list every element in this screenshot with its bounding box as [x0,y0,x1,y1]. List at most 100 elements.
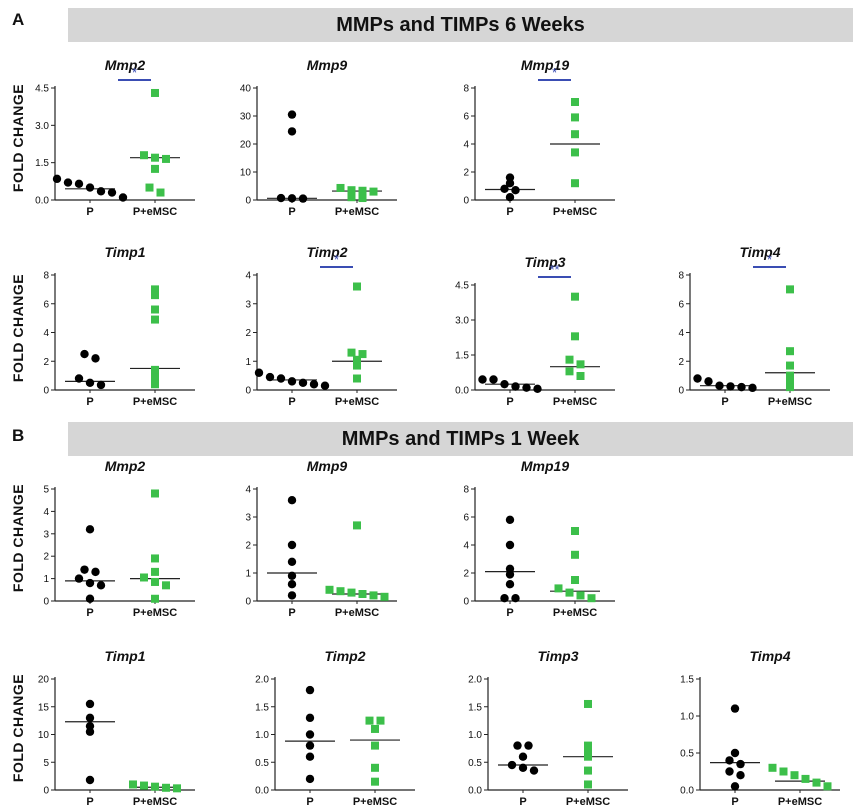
data-point-p-emsc [576,372,585,380]
data-point-p-emsc [151,285,159,294]
data-point-p-emsc [162,154,170,163]
y-tick-label: 2 [463,168,469,179]
data-point-p-emsc [786,383,794,392]
y-tick-label: 10 [38,730,50,741]
data-point-p [524,741,533,750]
panel-b-letter: B [12,426,25,445]
data-point-p-emsc [571,292,579,301]
data-point-p-emsc [786,285,794,294]
y-tick-label: 2 [463,569,469,580]
data-point-p-emsc [325,585,334,594]
data-point-p [96,581,106,590]
data-point-p-emsc [571,98,579,106]
data-point-p-emsc [140,151,148,160]
data-point-p [298,194,308,203]
significance-marker: ** [549,262,559,277]
y-tick-label: 1.0 [468,730,482,741]
y-tick-label: 8 [463,485,469,496]
x-tick-label: P [519,796,526,808]
y-tick-label: 1.5 [680,675,694,686]
data-point-p-emsc [151,365,159,374]
x-tick-label: P+eMSC [768,396,812,408]
data-point-p-emsc [151,577,159,586]
data-point-p-emsc [151,305,159,314]
data-point-p-emsc [151,153,159,162]
data-point-p-emsc [353,374,361,383]
data-point-p-emsc [786,371,794,380]
subplot-a-mmp2: Mmp2 0.0 1.5 3.0 4.5 P P+eMSC * [35,57,195,218]
data-point-p [85,183,95,192]
data-point-p [52,174,62,184]
y-tick-label: 40 [240,84,252,95]
subplot-title: Mmp2 [105,458,146,474]
data-point-p-emsc [571,527,579,535]
data-point-p [737,382,746,392]
data-point-p-emsc [371,724,379,733]
data-point-p-emsc [162,581,170,590]
data-point-p-emsc [365,716,374,725]
y-tick-label: 0.0 [680,786,694,797]
y-tick-label: 2 [245,541,251,552]
data-point-p [507,760,517,770]
data-point-p-emsc [336,183,345,192]
data-point-p [511,594,520,603]
significance-marker: * [552,65,557,80]
data-point-p [107,188,117,197]
y-tick-label: 20 [38,675,50,686]
data-point-p [500,184,509,193]
y-tick-label: 4 [463,541,469,552]
data-point-p [305,774,315,784]
y-tick-label: 6 [463,112,469,123]
y-tick-label: 4.5 [455,281,469,292]
data-point-p-emsc [156,188,165,197]
data-point-p-emsc [347,193,356,202]
subplot-title: Timp3 [538,648,579,664]
x-tick-label: P [506,607,513,619]
y-tick-label: 10 [240,168,252,179]
data-point-p-emsc [353,361,361,370]
data-point-p-emsc [151,567,159,576]
data-point-p [80,565,89,574]
data-point-p-emsc [786,361,794,370]
subplot-a-mmp19: Mmp19 0 2 4 6 8 P P+eMSC * [463,57,615,218]
y-tick-label: 30 [240,112,252,123]
x-tick-label: P [86,396,93,408]
panel-b-title: MMPs and TIMPs 1 Week [68,422,853,456]
subplot-a-timp3: Timp3 0.0 1.5 3.0 4.5 P P+eMSC ** [455,254,615,408]
y-tick-label: 4 [245,271,251,282]
data-point-p-emsc [371,777,379,786]
subplot-title: Mmp9 [307,57,348,73]
data-point-p-emsc [151,554,159,563]
data-point-p-emsc [358,186,367,195]
data-point-p [287,571,297,580]
data-point-p-emsc [554,584,563,593]
data-point-p [74,574,84,583]
data-point-p-emsc [353,355,361,364]
subplot-a-mmp9: Mmp9 0 10 20 30 40 P P+eMSC [240,57,397,218]
subplot-title: Timp2 [307,244,348,260]
x-tick-label: P+eMSC [353,796,397,808]
y-tick-label: 1 [245,357,251,368]
data-point-p [265,372,275,382]
x-tick-label: P+eMSC [335,206,379,218]
data-point-p [730,704,740,713]
y-tick-label: 0.5 [255,758,269,769]
x-tick-label: P+eMSC [133,796,177,808]
y-tick-label: 1.5 [468,702,482,713]
panel-a-title: MMPs and TIMPs 6 Weeks [68,8,853,42]
data-point-p [726,382,735,391]
y-tick-label: 0.0 [255,786,269,797]
data-point-p-emsc [173,784,181,793]
data-point-p-emsc [779,767,788,776]
subplot-title: Mmp19 [521,57,569,73]
significance-marker: * [767,252,772,267]
data-point-p-emsc [576,360,585,369]
data-point-p [704,377,713,386]
data-point-p-emsc [571,130,579,139]
y-tick-label: 6 [43,299,49,310]
data-point-p [254,368,264,377]
y-tick-label: 2.0 [468,675,482,686]
x-tick-label: P [288,396,295,408]
data-point-p [693,374,702,383]
data-point-p-emsc [369,187,378,196]
